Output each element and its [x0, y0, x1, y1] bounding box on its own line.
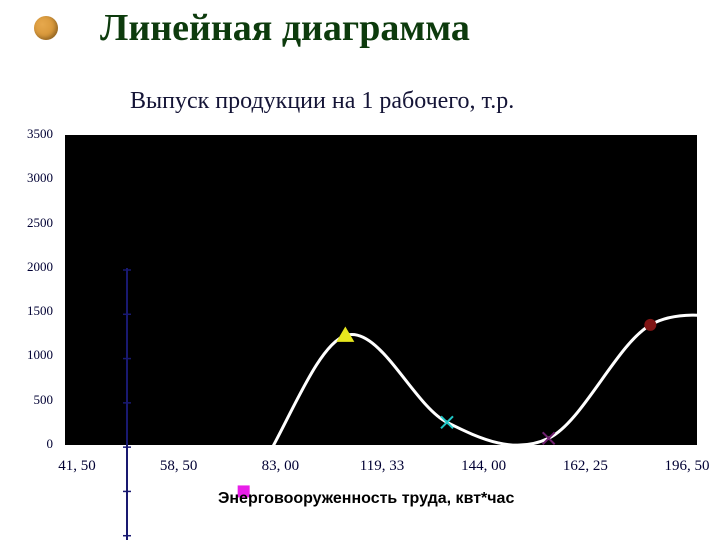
chart-plot-area: [65, 135, 697, 445]
data-marker: [441, 416, 453, 428]
y-tick-label: 0: [18, 436, 53, 452]
x-tick-label: 58, 50: [149, 458, 209, 475]
x-tick-label: 162, 25: [555, 458, 615, 475]
x-tick-label: 83, 00: [250, 458, 310, 475]
x-tick-label: 144, 00: [454, 458, 514, 475]
y-tick-label: 1000: [18, 347, 53, 363]
slide-title: Линейная диаграмма: [100, 6, 470, 50]
y-tick-label: 500: [18, 392, 53, 408]
slide: Линейная диаграмма Выпуск продукции на 1…: [0, 0, 720, 540]
chart-title: Выпуск продукции на 1 рабочего, т.р.: [130, 88, 514, 115]
data-marker: [543, 432, 555, 444]
y-tick-label: 1500: [18, 303, 53, 319]
x-tick-label: 119, 33: [352, 458, 412, 475]
data-marker: [644, 319, 656, 331]
x-tick-label: 196, 50: [657, 458, 717, 475]
x-tick-label: 41, 50: [47, 458, 107, 475]
bullet-icon: [34, 16, 58, 40]
y-tick-label: 3500: [18, 126, 53, 142]
x-axis-title: Энерговооруженность труда, квт*час: [218, 490, 514, 508]
chart-svg: [65, 135, 720, 540]
y-tick-label: 2000: [18, 259, 53, 275]
y-tick-label: 3000: [18, 170, 53, 186]
y-tick-label: 2500: [18, 215, 53, 231]
